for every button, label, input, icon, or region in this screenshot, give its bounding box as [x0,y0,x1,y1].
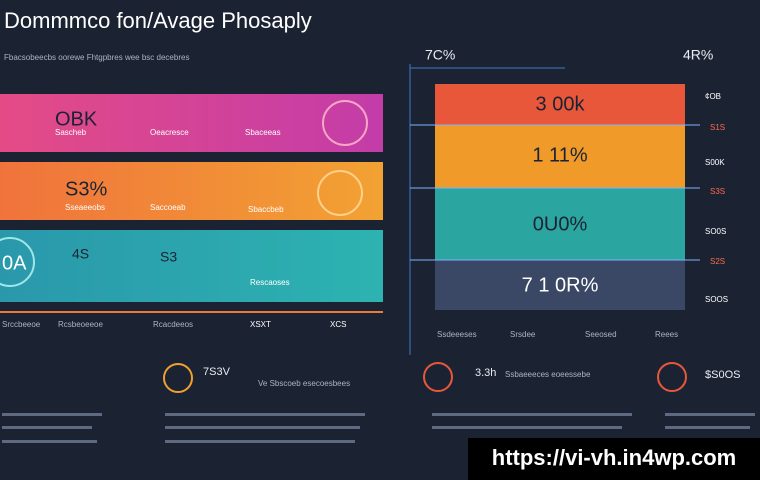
panel [0,162,383,220]
footer-label: Rcsbeoeeoe [58,320,103,329]
bottom-text: Ssbaeeeces eoeessebe [505,370,591,379]
stack-segment [435,260,685,310]
watermark-box [468,438,760,480]
top-label: 7C% [425,47,455,63]
footer-label: Rcacdeeos [153,320,193,329]
icon [322,100,368,146]
watermark: https://vi-vh.in4wp.com [492,445,736,470]
side-label: S00K [705,158,725,167]
filler-lines [2,413,755,443]
stack-footer: Srsdee [510,330,536,339]
stack-label: 7 1 0R% [522,274,599,296]
stack-label: 1 11% [532,144,587,166]
bottom-value: 3.3h [475,367,496,379]
stack-segment [435,188,685,260]
panel-label: S3% [65,178,107,200]
side-label: S2S [710,257,725,266]
stack-label: 3 00k [536,93,586,115]
side-label: SO0S [705,227,726,236]
divider [0,311,383,313]
icon [657,362,687,392]
footer-label: Srccbeeoe [2,320,41,329]
top-label: 4R% [683,47,713,63]
bottom-text: Ve Sbscoeb esecoesbees [258,379,350,388]
stack-footer: Ssdeeeses [437,330,477,339]
side-label: S1S [710,123,725,132]
stack-label: 0U0% [533,213,588,235]
subtitle: Fbacsobeecbs oorewe Fhtgpbres wee bsc de… [4,53,189,62]
panel-item: 4S [72,246,89,262]
panel-label: OBK [55,108,98,130]
bottom-value: 7S3V [203,366,231,378]
panel-item: Rescaoses [250,278,290,287]
footer-label: XCS [330,320,346,329]
stack-segment [435,125,685,188]
panel-item: Sascheb [55,128,87,137]
side-label: ¢OB [705,92,721,101]
panel-item: Oeacresce [150,128,189,137]
bottom-value: $S0OS [705,369,740,381]
title: Dommmco fon/Avage Phosaply [4,8,312,33]
panel-item: S3 [160,249,177,265]
stack-segment [435,84,685,125]
panel-item: Sbaceeas [245,128,281,137]
panel-label: 0A [2,252,27,274]
side-label: SOOS [705,295,728,304]
icon [423,362,453,392]
icon [0,237,35,287]
panel-item: Sbaccbeb [248,205,284,214]
panel [0,94,383,152]
stack-footer: Reees [655,330,678,339]
stack-footer: Seeosed [585,330,617,339]
icon [163,363,193,393]
icon [317,170,363,216]
footer-label: XSXT [250,320,271,329]
panel-item: Saccoeab [150,203,186,212]
panel-item: Sseaeeobs [65,203,105,212]
panel [0,230,383,302]
side-label: S3S [710,187,725,196]
